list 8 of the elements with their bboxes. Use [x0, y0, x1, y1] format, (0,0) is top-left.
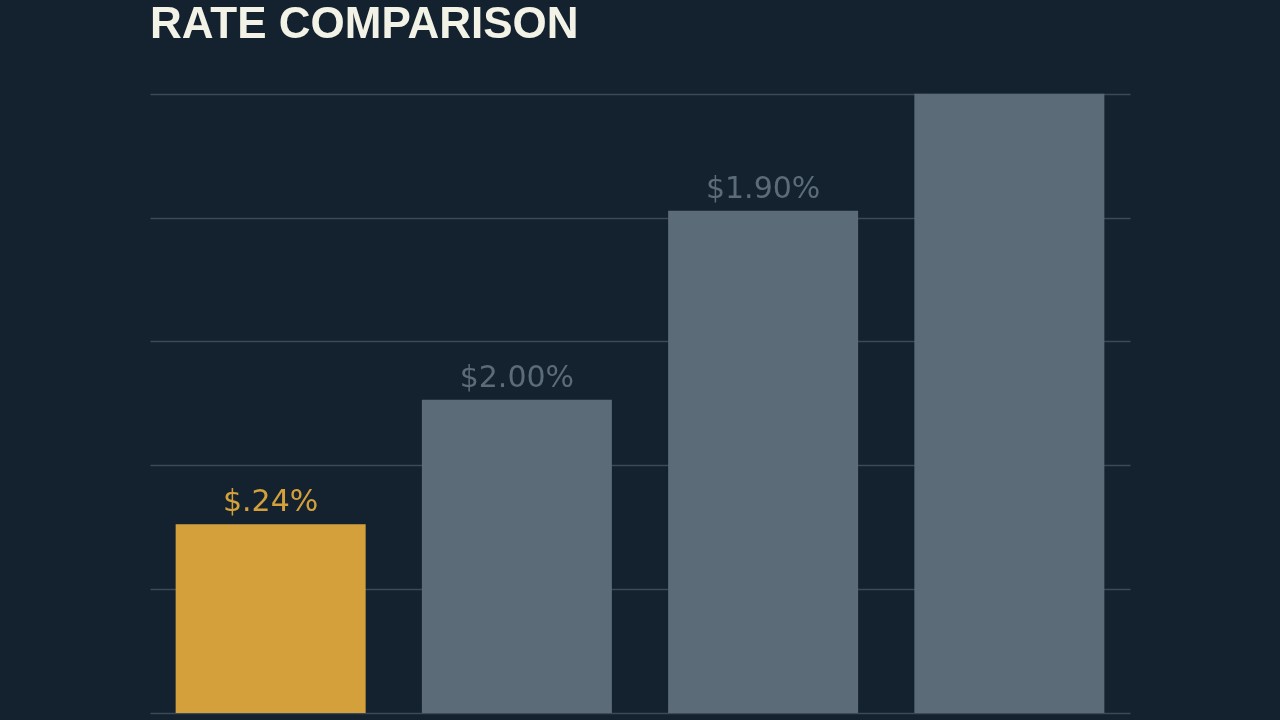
- annotation: $.24%: [223, 483, 319, 519]
- bar: [421, 399, 612, 713]
- bar: [175, 524, 366, 713]
- bar: [668, 210, 859, 713]
- bar: [914, 93, 1105, 713]
- chart-title: RATE COMPARISON: [150, 0, 579, 47]
- annotation: $1.90%: [705, 169, 821, 205]
- annotation: $2.00%: [459, 358, 575, 394]
